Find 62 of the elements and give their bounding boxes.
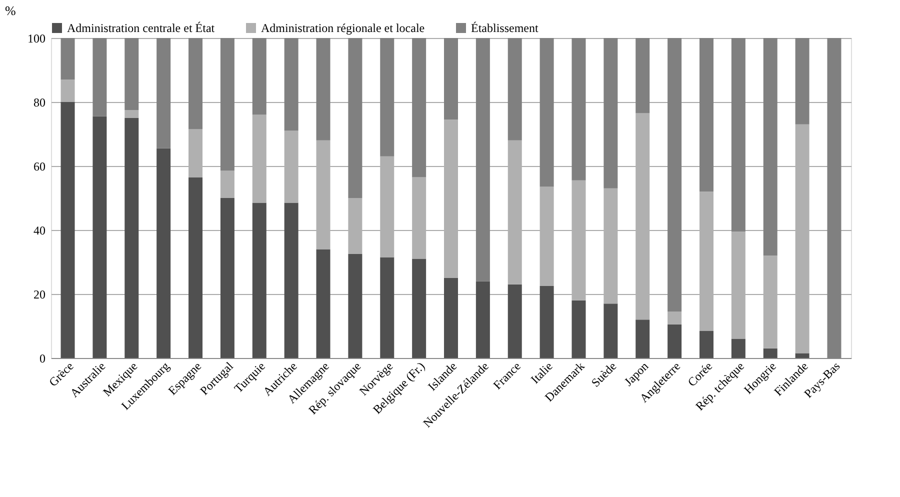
- bar: [636, 320, 650, 358]
- bar: [92, 38, 107, 116]
- bar: [476, 38, 490, 282]
- bar: [412, 38, 426, 178]
- y-axis-title: %: [5, 3, 16, 18]
- bar: [220, 170, 234, 198]
- bar: [156, 148, 171, 358]
- bar: [380, 257, 394, 358]
- legend-label: Administration régionale et locale: [261, 21, 425, 35]
- bar: [412, 258, 426, 358]
- bar: [156, 38, 171, 148]
- bar: [444, 278, 458, 358]
- bar: [763, 348, 778, 358]
- bar: [284, 202, 298, 358]
- bar: [540, 38, 554, 187]
- bar: [731, 38, 746, 232]
- y-tick-label: 100: [28, 32, 46, 46]
- bar: [668, 324, 682, 358]
- bar: [604, 304, 618, 358]
- y-tick-label: 80: [34, 96, 46, 110]
- bar: [380, 38, 394, 156]
- bar: [220, 198, 234, 358]
- bar: [60, 80, 75, 102]
- legend-label: Établissement: [471, 21, 539, 35]
- bar: [252, 202, 266, 358]
- bar: [188, 177, 203, 358]
- legend-label: Administration centrale et État: [67, 21, 216, 35]
- bar: [348, 254, 362, 358]
- bar: [124, 110, 139, 118]
- bar: [284, 38, 298, 131]
- bar: [60, 38, 75, 80]
- bar: [124, 118, 139, 358]
- bar: [316, 249, 330, 358]
- bar: [252, 38, 266, 115]
- bar: [668, 312, 682, 324]
- bar: [604, 38, 618, 188]
- bar: [572, 300, 586, 358]
- bar: [60, 102, 75, 358]
- bar: [220, 38, 234, 171]
- bar: [92, 116, 107, 358]
- y-tick-label: 40: [34, 224, 46, 238]
- bar: [540, 286, 554, 358]
- bar: [444, 38, 458, 120]
- bar: [668, 38, 682, 312]
- bar: [188, 38, 203, 130]
- bar: [316, 38, 330, 140]
- bar: [124, 38, 139, 110]
- bar: [572, 38, 586, 180]
- bar: [636, 38, 650, 114]
- y-tick-label: 60: [34, 160, 46, 174]
- bar: [348, 38, 362, 198]
- y-tick-label: 20: [34, 288, 46, 302]
- bar: [795, 38, 810, 124]
- bar: [476, 281, 490, 358]
- bar: [508, 38, 522, 140]
- y-tick-label: 0: [40, 352, 46, 366]
- bar: [731, 338, 746, 358]
- bar: [508, 284, 522, 358]
- bar: [699, 38, 714, 192]
- bar: [763, 38, 778, 256]
- bar: [699, 330, 714, 358]
- bar: [795, 353, 810, 358]
